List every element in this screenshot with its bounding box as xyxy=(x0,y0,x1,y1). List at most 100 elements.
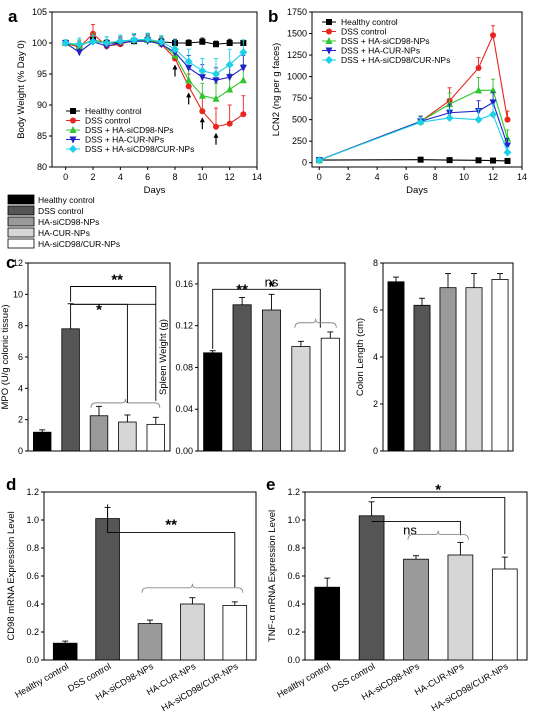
legend-label: Healthy control xyxy=(85,106,142,116)
data-point-square xyxy=(213,41,219,48)
legend-swatch xyxy=(7,205,35,216)
data-point-triangle-up xyxy=(489,86,497,94)
panel-a-letter: a xyxy=(8,7,18,26)
data-point-diamond xyxy=(489,110,498,119)
data-point-diamond xyxy=(157,37,166,46)
x-tick-label: 2 xyxy=(90,172,95,182)
x-tick-label: 12 xyxy=(225,172,235,182)
y-axis-label: CD98 mRNA Expression Level xyxy=(6,511,17,640)
data-point-circle xyxy=(199,108,206,115)
y-tick-label: 1000 xyxy=(287,72,307,82)
data-point-triangle-down xyxy=(212,77,220,85)
panel-b-letter: b xyxy=(268,7,278,26)
data-point-circle xyxy=(213,123,219,130)
significance-label: ** xyxy=(236,281,248,298)
data-point-triangle-down xyxy=(185,64,193,72)
legend-swatch xyxy=(7,238,35,249)
bar xyxy=(447,554,474,661)
data-point-triangle-up xyxy=(239,76,247,84)
y-tick-label: 250 xyxy=(292,136,307,146)
bar xyxy=(118,421,137,452)
y-axis-e: 0.0 0.2 0.4 0.6 0.8 1.0 1.2 TNF-α mRNA Expressi… xyxy=(267,487,305,665)
y-tick-label: 0.16 xyxy=(175,279,193,289)
bar xyxy=(403,558,429,661)
data-point-square xyxy=(326,19,332,25)
data-point-diamond xyxy=(212,70,220,78)
data-point-square xyxy=(504,157,511,164)
significance-c1: *** xyxy=(70,272,161,408)
legend-label: DSS + HA-siCD98/CUR-NPs xyxy=(341,55,450,65)
data-point-diamond xyxy=(503,148,512,157)
bar xyxy=(232,304,252,452)
x-tick-label: Healthy control xyxy=(275,661,332,700)
data-point-triangle-up xyxy=(475,86,483,94)
group-brace xyxy=(141,583,244,593)
y-axis-b: 0 250 500 750 1000 1250 1500 1750 LCN2 (ng per g… xyxy=(271,7,312,168)
group-brace xyxy=(294,318,337,328)
data-point-diamond xyxy=(184,57,193,66)
y-tick-label: 4 xyxy=(18,383,23,393)
bar xyxy=(137,623,163,661)
series-b-0 xyxy=(316,156,511,164)
data-point-triangle-up xyxy=(198,91,206,99)
panel-e-letter: e xyxy=(266,475,275,494)
y-tick-label: 6 xyxy=(373,305,378,315)
data-point-triangle-down xyxy=(198,74,206,82)
data-point-square xyxy=(226,40,233,46)
legend-label: HA-siCD98/CUR-NPs xyxy=(38,239,120,249)
data-point-square xyxy=(199,38,206,45)
y-tick-label: 0.08 xyxy=(175,362,193,372)
treatment-arrow xyxy=(172,64,178,77)
data-point-diamond xyxy=(69,145,77,153)
y-tick-label: 0.6 xyxy=(26,571,39,581)
y-axis-d: 0.0 0.2 0.4 0.6 0.8 1.0 1.2 CD98 mRNA Expressio… xyxy=(6,487,44,665)
x-tick-label: 10 xyxy=(459,172,469,182)
legend-label: DSS + HA-siCD98/CUR-NPs xyxy=(85,144,194,154)
arrow-head xyxy=(199,117,205,123)
legend-label: DSS + HA-CUR-NPs xyxy=(85,135,164,145)
data-point-square xyxy=(446,157,453,164)
significance-bracket xyxy=(70,286,157,401)
arrow-head xyxy=(213,132,219,138)
x-tick-label: 14 xyxy=(517,172,527,182)
x-axis-label: Days xyxy=(144,185,166,196)
arrow-head xyxy=(172,64,178,70)
significance-e: * ns xyxy=(371,482,506,555)
legend-label: DSS + HA-siCD98-NPs xyxy=(341,36,430,46)
bar xyxy=(95,518,120,661)
data-point-circle xyxy=(475,64,482,71)
significance-label: ** xyxy=(111,272,123,289)
y-axis-label: MPO (U/g colonic tissue) xyxy=(0,304,11,409)
legend-label: DSS + HA-siCD98-NPs xyxy=(85,125,174,135)
data-point-circle xyxy=(490,32,497,39)
y-tick-label: 6 xyxy=(18,352,23,362)
y-tick-label: 8 xyxy=(18,321,23,331)
x-axis-b: 0 2 4 6 8 10 12 14 Days xyxy=(317,167,527,196)
data-point-diamond xyxy=(225,60,234,69)
y-tick-label: 0 xyxy=(18,446,23,456)
data-point-triangle-down xyxy=(325,47,333,55)
treatment-arrow xyxy=(213,132,219,145)
x-axis-label: Days xyxy=(406,185,428,196)
data-point-circle xyxy=(326,28,332,35)
y-tick-label: 0.04 xyxy=(175,404,193,414)
bar xyxy=(291,346,311,452)
data-point-diamond xyxy=(171,45,179,54)
y-tick-label: 0.00 xyxy=(175,446,193,456)
y-tick-label: 12 xyxy=(13,258,23,268)
data-point-diamond xyxy=(474,115,483,124)
x-tick-label: HA-siCD98/CUR-NPs xyxy=(429,661,510,712)
y-tick-label: 2 xyxy=(373,399,378,409)
data-point-triangle-up xyxy=(212,94,220,102)
legend-label: DSS control xyxy=(341,27,386,37)
x-tick-label: 8 xyxy=(172,172,177,182)
legend-swatch xyxy=(7,227,35,238)
y-tick-label: 0.12 xyxy=(175,321,193,331)
bar xyxy=(413,304,431,452)
y-tick-label: 0.2 xyxy=(287,627,300,637)
significance-label: * xyxy=(435,482,441,499)
data-point-diamond xyxy=(75,40,84,49)
